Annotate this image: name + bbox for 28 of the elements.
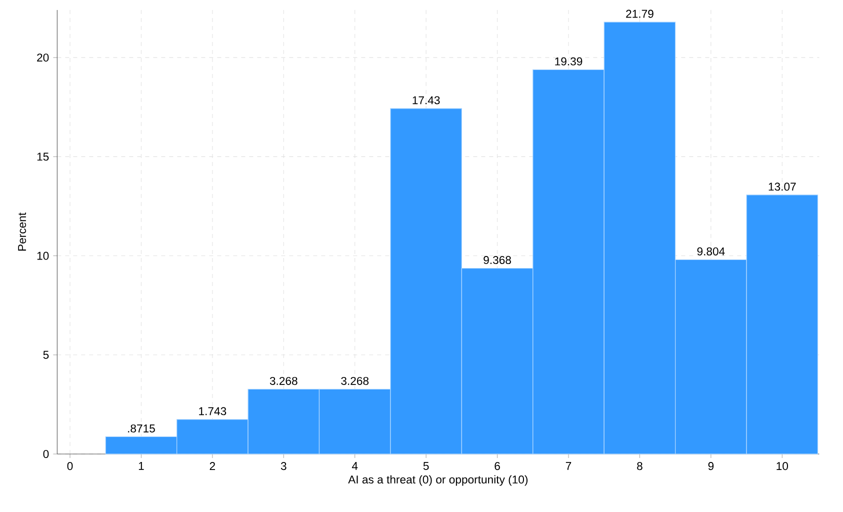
data-label: 13.07 [768, 182, 796, 191]
data-label: 9.804 [697, 247, 725, 256]
y-tick-label: 10 [37, 252, 49, 260]
x-axis-title: AI as a threat (0) or opportunity (10) [348, 475, 528, 486]
x-tick-label: 10 [776, 462, 788, 470]
data-label: 9.368 [484, 256, 511, 264]
data-label: 19.39 [555, 57, 582, 66]
y-tick-label: 20 [37, 54, 49, 62]
y-tick-label: 15 [37, 152, 49, 161]
data-label: .8715 [128, 424, 155, 432]
data-label: 3.268 [270, 376, 298, 385]
x-tick-label: 1 [138, 462, 144, 470]
x-tick-label: 2 [210, 462, 216, 470]
data-label: 21.79 [626, 10, 654, 18]
x-tick-label: 7 [566, 462, 572, 470]
x-tick-label: 8 [637, 462, 642, 470]
y-axis-title: Percent [18, 212, 26, 251]
data-label: 17.43 [412, 96, 440, 104]
x-tick-label: 4 [352, 462, 358, 470]
y-tick-label: 0 [43, 450, 49, 458]
data-label: 1.743 [199, 407, 226, 416]
x-tick-label: 0 [67, 462, 73, 470]
x-tick-label: 3 [280, 462, 286, 470]
x-tick-label: 5 [423, 462, 429, 470]
data-label: 3.268 [341, 376, 369, 385]
y-tick-label: 5 [43, 350, 49, 359]
x-tick-label: 9 [708, 462, 714, 470]
x-tick-label: 6 [494, 462, 500, 470]
